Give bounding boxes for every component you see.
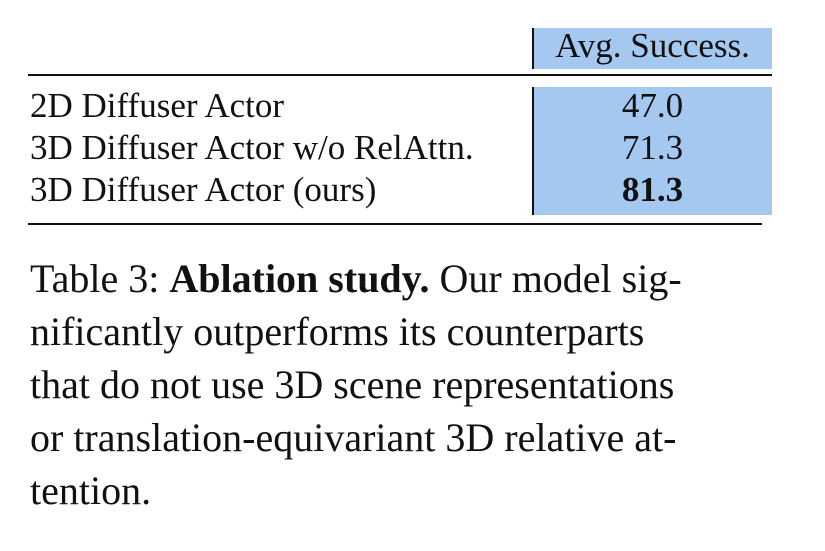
caption-line: nificantly outperforms its counterparts <box>30 309 645 354</box>
column-header: Avg. Success. <box>555 26 750 65</box>
row-label: 2D Diffuser Actor <box>30 86 285 125</box>
caption-line: or translation-equivariant 3D relative a… <box>30 415 677 460</box>
cell-value: 81.3 <box>621 170 684 209</box>
header-highlight <box>533 28 772 69</box>
column-highlight <box>533 87 772 215</box>
bottom-rule <box>28 223 762 225</box>
row-label: 3D Diffuser Actor w/o RelAttn. <box>30 128 474 167</box>
caption-bold: Ablation study. <box>169 256 430 301</box>
caption-label: Table 3: <box>30 256 160 301</box>
caption-line: Table 3: Ablation study. Our model sig- <box>30 252 682 305</box>
row-label: 3D Diffuser Actor (ours) <box>30 170 377 209</box>
caption-line: that do not use 3D scene representations <box>30 362 675 407</box>
caption-line: tention. <box>30 468 152 513</box>
mid-rule <box>28 74 772 76</box>
column-divider <box>532 28 534 69</box>
cell-value: 47.0 <box>621 86 684 125</box>
cell-value: 71.3 <box>621 128 684 167</box>
caption-text: Our model sig- <box>439 256 682 301</box>
column-divider <box>532 87 534 215</box>
